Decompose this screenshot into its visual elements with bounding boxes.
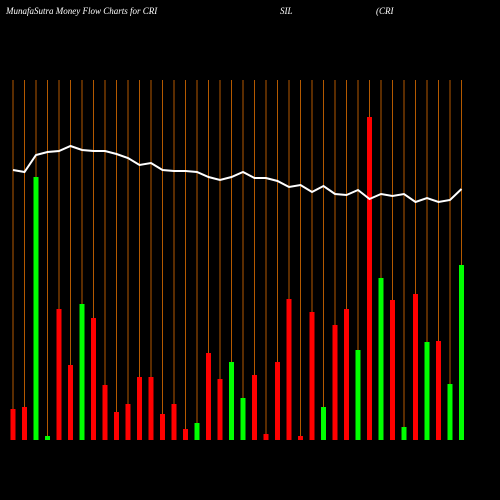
bar [401, 427, 407, 440]
bar [413, 294, 418, 440]
bar [45, 436, 50, 440]
bar [309, 312, 315, 440]
bar [355, 350, 361, 440]
bar [183, 429, 188, 440]
bar [114, 412, 119, 440]
bar [378, 278, 384, 440]
bar [367, 117, 372, 440]
bar [252, 375, 257, 440]
bar [424, 342, 430, 440]
bar [447, 384, 453, 440]
chart-title-part: (CRI [376, 6, 394, 16]
bar [263, 434, 269, 440]
chart-title: MunafaSutra Money Flow Charts for CRI [5, 6, 158, 16]
bar [240, 398, 246, 440]
bar [286, 299, 292, 440]
bar [125, 404, 131, 440]
bar [56, 309, 62, 440]
bar [436, 341, 441, 440]
bar [332, 325, 338, 440]
chart-title-part: SIL [280, 6, 293, 16]
bar [137, 377, 142, 440]
bar [229, 362, 234, 440]
bar [33, 177, 39, 440]
bar [10, 409, 16, 440]
bar [102, 385, 108, 440]
bar [217, 379, 223, 440]
bar [194, 423, 200, 440]
bar [22, 407, 27, 440]
bar [68, 365, 73, 440]
bar [206, 353, 211, 440]
bar [275, 362, 280, 440]
bar [160, 414, 165, 440]
bar [171, 404, 177, 440]
bar [298, 436, 303, 440]
bar [91, 318, 96, 440]
bar [459, 265, 464, 440]
bar [344, 309, 349, 440]
bar [390, 300, 395, 440]
bar [321, 407, 326, 440]
bar [148, 377, 154, 440]
money-flow-line [12, 144, 463, 204]
bar [79, 304, 85, 440]
